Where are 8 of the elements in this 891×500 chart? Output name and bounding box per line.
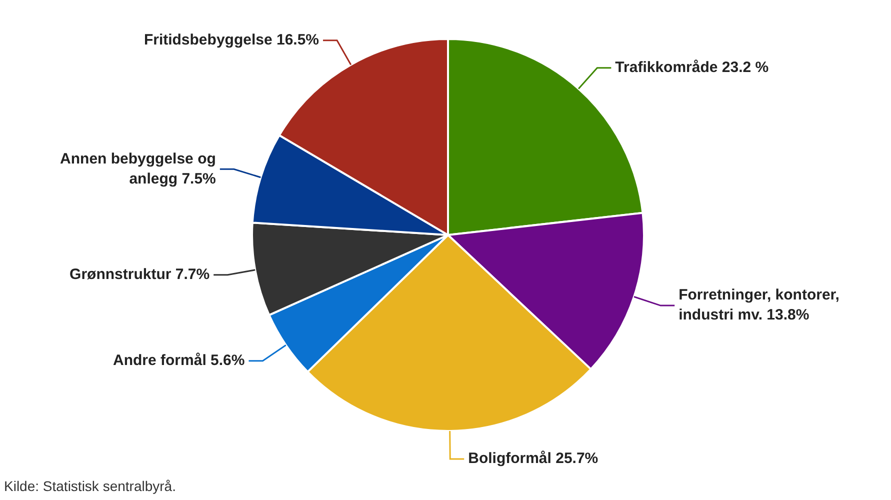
text: Kilde: Statistisk sentralbyrå.: [4, 478, 176, 494]
slice-label: Trafikkområde 23.2 %: [615, 59, 769, 76]
slice-label: Grønnstruktur 7.7%: [70, 266, 210, 284]
slice-label: Fritidsbebyggelse 16.5%: [144, 32, 320, 49]
slice-label: Forretninger, kontorer, industri mv. 13.8%: [678, 286, 840, 324]
slice-label: Annen bebyggelse og anlegg 7.5%: [60, 150, 216, 188]
slice-label: Boligformål 25.7%: [468, 450, 598, 468]
slice-label: Andre formål 5.6%: [113, 352, 245, 370]
